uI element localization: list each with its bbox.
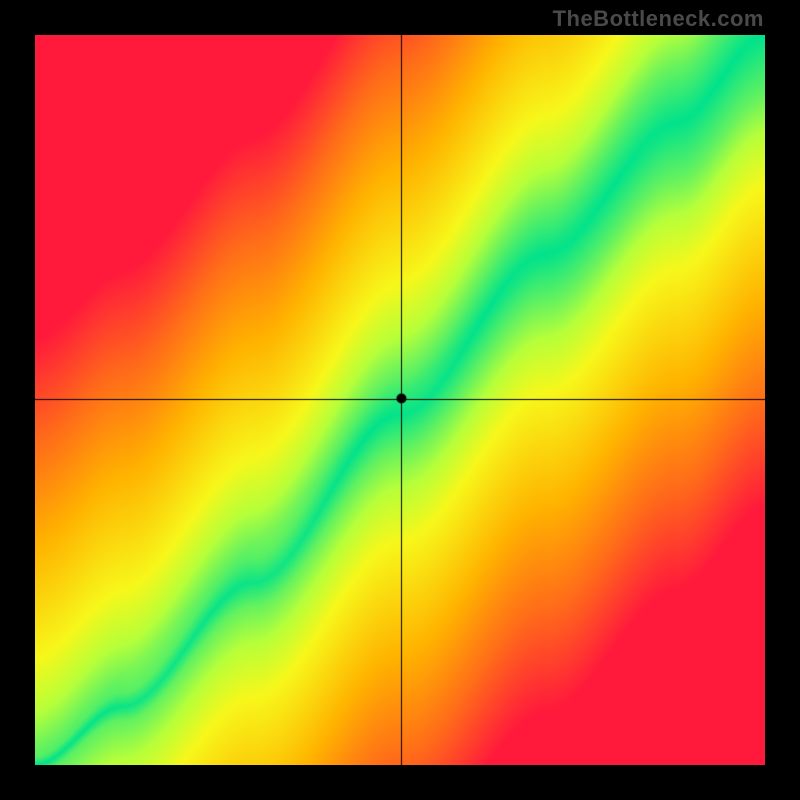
plot-area	[35, 35, 765, 765]
heatmap-canvas	[35, 35, 765, 765]
chart-frame: TheBottleneck.com	[0, 0, 800, 800]
watermark-text: TheBottleneck.com	[553, 6, 764, 32]
